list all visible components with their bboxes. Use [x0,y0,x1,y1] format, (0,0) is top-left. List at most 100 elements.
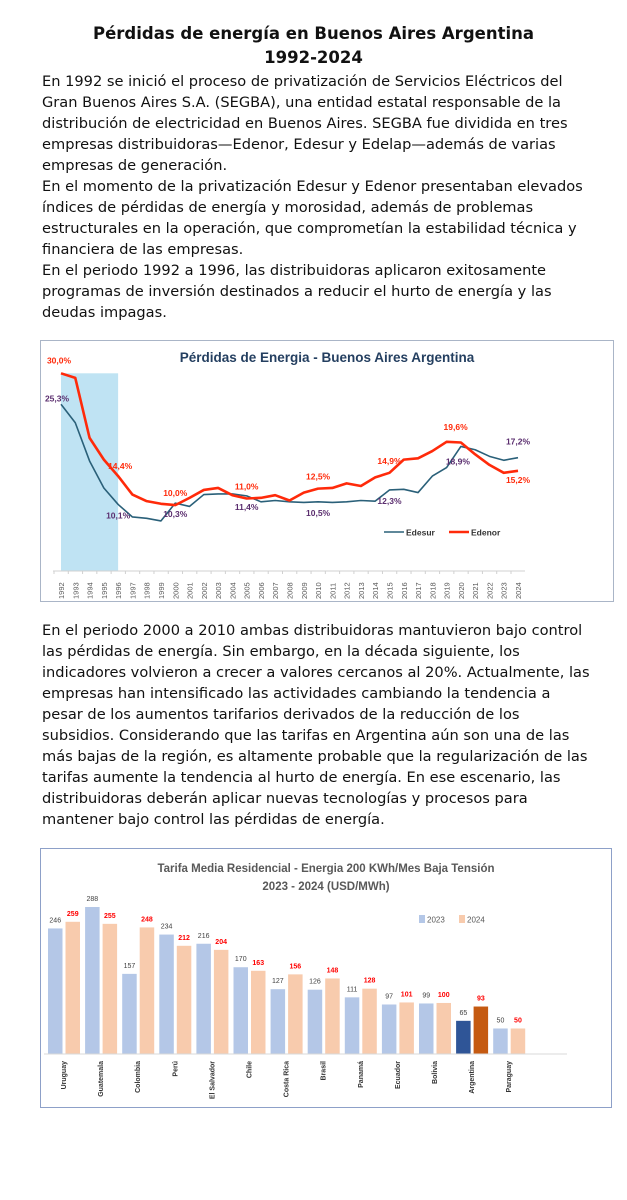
x-tick-label: 2007 [271,582,280,599]
bar-value-label: 246 [49,917,61,924]
category-label: Costa Rica [284,1061,291,1097]
category-label: Argentina [469,1061,476,1094]
bar-2024 [65,921,80,1054]
x-tick-label: 2001 [186,582,195,599]
x-tick-label: 2003 [214,582,223,599]
bar-2023 [381,1004,397,1054]
bar-2024 [288,974,303,1054]
data-label: 25,3% [45,393,70,403]
x-tick-label: 2006 [257,582,266,599]
bar-value-label: 163 [252,960,264,967]
category-label: Paraguay [506,1061,513,1093]
category-label: Colombia [135,1061,142,1093]
privatization-period-shading [61,373,119,571]
x-tick-label: 2011 [328,583,337,599]
page-title: Pérdidas de energía en Buenos Aires Arge… [0,22,627,70]
title-line-2: 1992-2024 [264,48,363,67]
bar-2023 [122,973,137,1054]
chart-title-line-1: Tarifa Media Residencial - Energia 200 K… [157,863,494,875]
x-tick-label: 2016 [400,582,409,599]
x-tick-label: 2019 [443,582,452,599]
legend-label-2023: 2023 [427,916,445,925]
category-label: Ecuador [395,1061,402,1089]
bar-2023 [270,989,286,1054]
bar-2024 [362,988,377,1054]
x-tick-label: 1998 [143,582,152,599]
x-tick-label: 1994 [86,582,95,599]
bar-value-label: 127 [272,978,284,985]
data-label: 30,0% [47,355,72,365]
category-label: Chile [247,1061,254,1078]
bar-2023 [344,997,360,1054]
x-tick-label: 2023 [500,582,509,599]
bar-value-label: 97 [385,993,393,1000]
bar-2024 [510,1028,526,1054]
bar-value-label: 101 [401,991,413,998]
bar-2024 [251,970,266,1054]
bar-2023 [196,943,211,1054]
bar-value-label: 128 [364,978,376,985]
tariff-chart-svg: Tarifa Media Residencial - Energia 200 K… [44,863,567,1099]
bar-value-label: 170 [235,956,247,963]
x-tick-label: 2015 [385,582,394,599]
bar-value-label: 288 [87,896,99,903]
analysis-text: En el periodo 2000 a 2010 ambas distribu… [42,620,594,830]
x-tick-label: 2000 [171,582,180,599]
bar-value-label: 157 [124,963,136,970]
category-label: Brasil [321,1061,328,1081]
x-tick-label: 2024 [514,582,523,599]
bar-2023 [419,1003,434,1054]
bar-value-label: 216 [198,933,210,940]
data-label: 19,6% [444,422,469,432]
x-tick-label: 1999 [157,582,166,599]
legend-swatch-2023 [419,915,425,923]
bar-value-label: 99 [422,992,430,999]
category-label: Guatemala [98,1061,105,1097]
bar-2023 [159,934,174,1054]
chart-title: Pérdidas de Energia - Buenos Aires Argen… [180,350,475,365]
intro-text: En 1992 se inició el proceso de privatiz… [42,71,594,323]
intro-paragraph: En el periodo 1992 a 1996, las distribui… [42,262,552,321]
data-label: 11,4% [235,502,259,512]
data-label: 10,0% [163,488,188,498]
x-tick-label: 2008 [286,582,295,599]
x-tick-label: 1996 [114,582,123,599]
x-tick-label: 2013 [357,582,366,599]
data-label: 18,9% [446,456,471,466]
data-label: 12,3% [377,496,402,506]
bar-2023 [48,928,63,1054]
x-tick-label: 1995 [100,582,109,599]
data-label: 11,0% [235,482,259,492]
bar-2024 [325,978,340,1054]
x-tick-label: 2022 [485,582,494,599]
x-tick-label: 2020 [457,582,466,599]
bar-2023 [85,907,100,1054]
intro-paragraph: En el momento de la privatización Edesur… [42,178,583,258]
legend-label-edenor: Edenor [471,528,501,538]
data-label: 10,5% [306,508,331,518]
category-label: El Salvador [209,1061,216,1099]
x-tick-label: 2009 [300,582,309,599]
data-label: 14,4% [108,461,133,471]
x-tick-label: 1997 [128,582,137,599]
bar-value-label: 50 [514,1017,522,1024]
bar-2024 [213,949,229,1054]
data-label: 14,9% [377,456,402,466]
bar-2023 [493,1028,508,1054]
x-tick-label: 2014 [371,582,380,599]
x-tick-label: 2004 [228,582,237,599]
x-tick-label: 1993 [71,582,80,599]
bar-2024 [139,927,155,1054]
legend-label-edesur: Edesur [406,528,436,538]
x-tick-label: 2021 [471,582,480,599]
bar-value-label: 65 [459,1010,467,1017]
category-label: Bolivia [432,1061,439,1084]
category-label: Panamá [358,1061,365,1088]
bar-2023 [233,967,248,1054]
bar-value-label: 248 [141,916,153,923]
data-label: 10,1% [106,510,131,520]
bar-value-label: 100 [438,992,450,999]
data-label: 12,5% [306,472,331,482]
energy-losses-chart-svg: Pérdidas de Energia - Buenos Aires Argen… [45,350,531,599]
energy-losses-chart: Pérdidas de Energia - Buenos Aires Argen… [40,340,614,602]
